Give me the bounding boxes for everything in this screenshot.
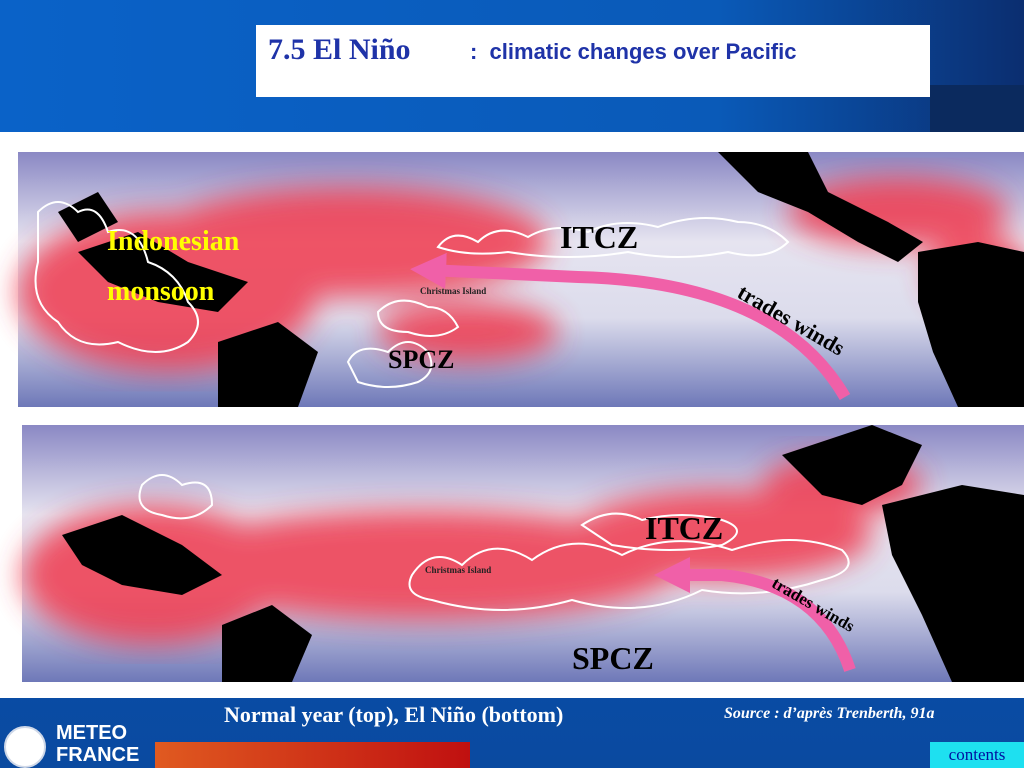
maps: Christmas Island ITCZ Indonesian monsoon… bbox=[18, 152, 1024, 682]
monsoon-label: monsoon bbox=[107, 276, 215, 307]
map-panel: Christmas Island ITCZ Indonesian monsoon… bbox=[0, 132, 1024, 698]
monsoon-label: Indonesian bbox=[107, 226, 240, 257]
logo: METEO FRANCE bbox=[0, 720, 155, 768]
map-normal: Christmas Island ITCZ Indonesian monsoon… bbox=[18, 152, 1024, 407]
itcz-label: ITCZ bbox=[560, 219, 638, 255]
title-box: 7.5 El Niño : climatic changes over Paci… bbox=[256, 25, 930, 97]
title-text: : climatic changes over Pacific bbox=[470, 39, 797, 64]
island-label: Christmas Island bbox=[425, 565, 491, 575]
logo-icon bbox=[4, 726, 46, 768]
title-number: 7.5 El Niño bbox=[268, 33, 411, 66]
spcz-label: SPCZ bbox=[388, 345, 454, 374]
map-el-nino: Christmas Island ITCZ SPCZ trades winds bbox=[22, 425, 1024, 682]
island-label: Christmas Island bbox=[420, 286, 486, 296]
itcz-label: ITCZ bbox=[645, 510, 723, 546]
source: Source : d’après Trenberth, 91a bbox=[724, 705, 935, 722]
logo-text: FRANCE bbox=[56, 744, 140, 766]
footer-bar bbox=[155, 742, 470, 768]
caption: Normal year (top), El Niño (bottom) bbox=[224, 702, 564, 727]
contents-button[interactable]: contents bbox=[930, 742, 1024, 768]
logo-text: METEO bbox=[56, 722, 128, 744]
spcz-label: SPCZ bbox=[572, 640, 654, 676]
header-accent bbox=[930, 85, 1024, 132]
